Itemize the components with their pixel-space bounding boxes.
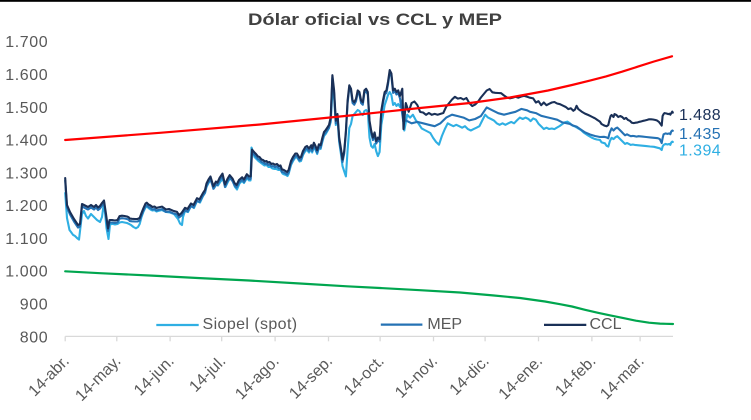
svg-text:1.600: 1.600 bbox=[5, 67, 48, 84]
svg-text:1.700: 1.700 bbox=[5, 34, 48, 51]
svg-text:1.435: 1.435 bbox=[679, 126, 721, 143]
svg-text:1.394: 1.394 bbox=[679, 143, 721, 160]
svg-text:Siopel (spot): Siopel (spot) bbox=[203, 316, 298, 333]
svg-text:900: 900 bbox=[20, 297, 49, 314]
svg-text:1.000: 1.000 bbox=[5, 264, 48, 281]
svg-text:1.488: 1.488 bbox=[679, 107, 721, 124]
svg-text:1.200: 1.200 bbox=[5, 198, 48, 215]
svg-text:800: 800 bbox=[20, 329, 49, 346]
svg-text:MEP: MEP bbox=[427, 316, 462, 333]
svg-text:1.300: 1.300 bbox=[5, 165, 48, 182]
svg-text:1.500: 1.500 bbox=[5, 100, 48, 117]
svg-text:1.100: 1.100 bbox=[5, 231, 48, 248]
svg-text:Dólar oficial vs CCL y MEP: Dólar oficial vs CCL y MEP bbox=[248, 11, 502, 29]
svg-text:1.400: 1.400 bbox=[5, 133, 48, 150]
svg-text:CCL: CCL bbox=[590, 316, 622, 333]
